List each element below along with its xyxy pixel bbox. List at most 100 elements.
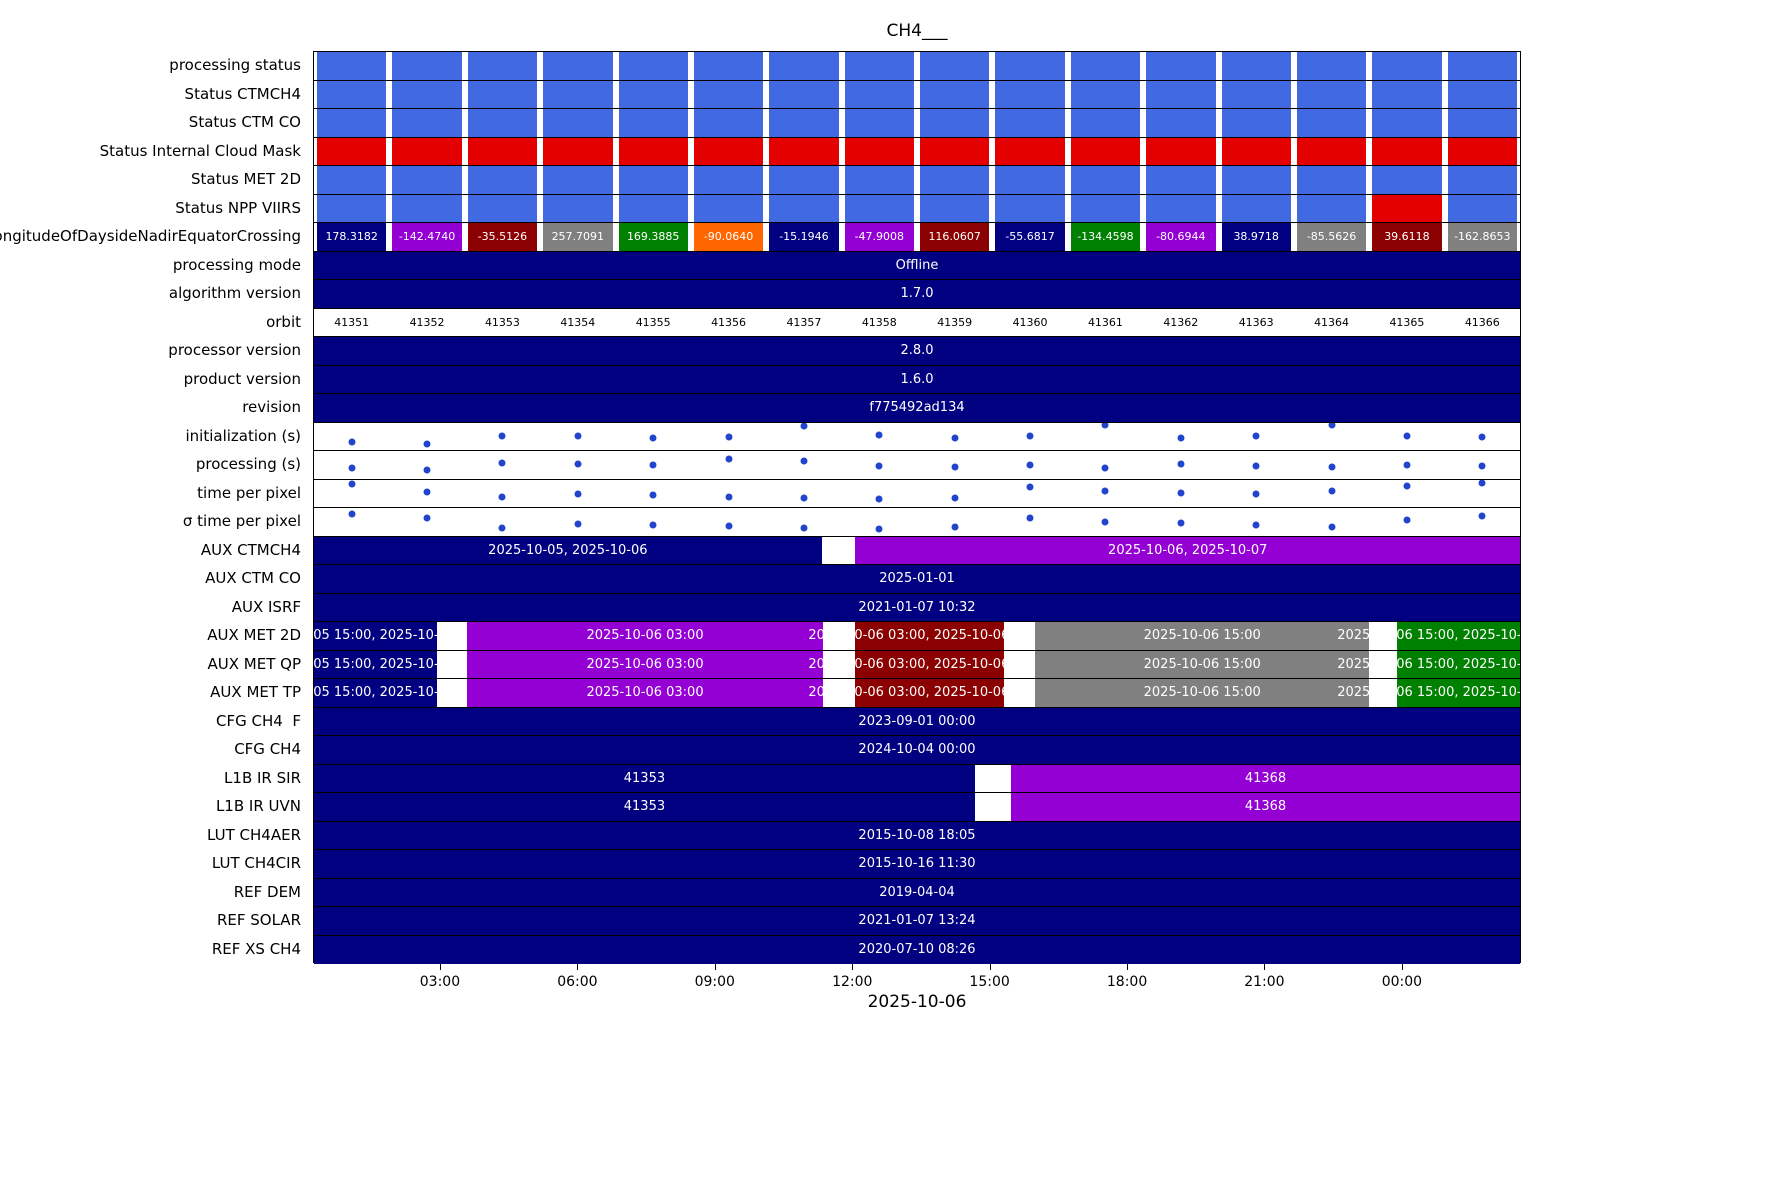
time-per-pixel-dot	[1101, 518, 1109, 526]
status-ctmch4-block	[1447, 80, 1517, 108]
row-label-aux-isrf: AUX ISRF	[231, 597, 301, 616]
status-npp-viirs-block	[1372, 194, 1442, 222]
time-per-pixel-dot	[1328, 523, 1336, 531]
longitudeofdaysidenadirequatorcrossing-value: 116.0607	[928, 230, 981, 244]
row-cfg-ch4-f: 2023-09-01 00:00	[314, 707, 1520, 736]
row-processing-status	[314, 52, 1520, 81]
time-per-pixel-dot	[1177, 519, 1185, 527]
status-ctm-co-block	[467, 109, 538, 137]
time-per-pixel-dot	[875, 495, 883, 503]
time-per-pixel-dot	[951, 494, 959, 502]
status-npp-viirs-block	[995, 194, 1065, 222]
status-internal-cloud-mask-block	[1447, 137, 1517, 165]
longitudeofdaysidenadirequatorcrossing-block: -90.0640	[693, 223, 764, 251]
aux-met-tp-segment-label: 2025-10-06 03:00	[586, 685, 704, 701]
x-tick-label: 21:00	[1244, 974, 1285, 990]
longitudeofdaysidenadirequatorcrossing-value: -80.6944	[1156, 230, 1206, 244]
orbit-number: 41357	[786, 315, 822, 329]
row-label-initialization-s: initialization (s)	[185, 426, 301, 445]
status-internal-cloud-mask-block	[1372, 137, 1442, 165]
orbit-number: 41365	[1389, 315, 1425, 329]
status-npp-viirs-block	[1146, 194, 1216, 222]
row-label-status-met-2d: Status MET 2D	[190, 170, 301, 189]
row-label-product-version: product version	[183, 369, 301, 388]
initialization-s-dot	[649, 434, 657, 442]
status-npp-viirs-block	[693, 194, 764, 222]
longitudeofdaysidenadirequatorcrossing-block: 116.0607	[920, 223, 990, 251]
processing-status-block	[543, 52, 613, 80]
longitudeofdaysidenadirequatorcrossing-value: -15.1946	[779, 230, 829, 244]
initialization-s-dot	[348, 438, 356, 446]
time-per-pixel-dot	[1403, 516, 1411, 524]
row-label-ref-dem: REF DEM	[233, 882, 301, 901]
x-tick	[1127, 964, 1129, 970]
processing-mode-bar: Offline	[314, 251, 1520, 279]
aux-met-tp-segment-label: 2025-10-06 15:00	[1143, 685, 1261, 701]
lut-ch4aer-bar: 2015-10-08 18:05	[314, 821, 1520, 849]
row-label-time-per-pixel: σ time per pixel	[182, 512, 301, 531]
processing-s-dot	[800, 457, 808, 465]
processing-s-dot	[348, 464, 356, 471]
row-label-l1b-ir-uvn: L1B IR UVN	[215, 797, 301, 816]
aux-ctmch4-segment-label: 2025-10-06, 2025-10-07	[1108, 542, 1268, 558]
status-internal-cloud-mask-block	[995, 137, 1065, 165]
processing-mode-value: Offline	[895, 257, 939, 273]
x-tick-label: 09:00	[694, 974, 735, 990]
processor-version-bar: 2.8.0	[314, 337, 1520, 365]
time-per-pixel-dot	[725, 522, 733, 530]
time-per-pixel-dot	[800, 494, 808, 502]
row-label-lut-ch4aer: LUT CH4AER	[207, 825, 301, 844]
orbit-number: 41352	[409, 315, 445, 329]
plot-area: 178.3182 -142.4740 -35.5126 257.7091 169.388…	[313, 51, 1521, 964]
cfg-ch4-f-value: 2023-09-01 00:00	[858, 713, 976, 729]
aux-met-tp-segment: 2025-10-06 03:00, 2025-10-06 15:00	[808, 679, 1051, 707]
status-internal-cloud-mask-block	[1296, 137, 1367, 165]
status-met-2d-block	[467, 166, 538, 194]
row-lut-ch4aer: 2015-10-08 18:05	[314, 821, 1520, 850]
row-longitudeofdaysidenadirequatorcrossing: 178.3182 -142.4740 -35.5126 257.7091 169.388…	[314, 223, 1520, 252]
processing-s-dot	[649, 461, 657, 469]
x-tick	[989, 964, 991, 970]
row-label-aux-ctm-co: AUX CTM CO	[205, 569, 301, 588]
row-time-per-pixel	[314, 508, 1520, 537]
longitudeofdaysidenadirequatorcrossing-block: -85.5626	[1296, 223, 1367, 251]
aux-met-tp-segment-label: 2025-10-06 03:00, 2025-10-06 15:00	[808, 685, 1051, 701]
orbit-number: 41354	[560, 315, 596, 329]
row-revision: f775492ad134	[314, 394, 1520, 423]
aux-met-2d-segment-label: 2025-10-06 03:00, 2025-10-06 15:00	[808, 628, 1051, 644]
status-met-2d-block	[392, 166, 462, 194]
row-aux-ctmch4: 2025-10-05, 2025-10-06 2025-10-06, 2025-1…	[314, 536, 1520, 565]
time-per-pixel-dot	[348, 480, 356, 488]
time-per-pixel-dot	[1026, 483, 1034, 491]
initialization-s-dot	[423, 440, 431, 448]
row-label-status-internal-cloud-mask: Status Internal Cloud Mask	[99, 141, 301, 160]
row-processing-s	[314, 451, 1520, 480]
longitudeofdaysidenadirequatorcrossing-block: -80.6944	[1146, 223, 1216, 251]
status-met-2d-block	[1221, 166, 1291, 194]
orbit-number: 41366	[1464, 315, 1500, 329]
aux-met-tp-segment-label: 2025-10-05 15:00, 2025-10-06 03:00	[314, 685, 497, 701]
aux-met-2d-segment-label: 2025-10-06 15:00, 2025-10-07 03:00	[1337, 628, 1520, 644]
longitudeofdaysidenadirequatorcrossing-block: 178.3182	[317, 223, 387, 251]
aux-met-tp-segment: 2025-10-06 15:00, 2025-10-07 03:00	[1337, 679, 1520, 707]
status-ctm-co-block	[1146, 109, 1216, 137]
processing-status-block	[317, 52, 387, 80]
status-internal-cloud-mask-block	[317, 137, 387, 165]
time-per-pixel-dot	[348, 510, 356, 517]
row-initialization-s	[314, 422, 1520, 451]
longitudeofdaysidenadirequatorcrossing-block: -47.9008	[844, 223, 914, 251]
row-label-longitudeofdaysidenadirequatorcrossing: longitudeOfDaysideNadirEquatorCrossing	[0, 227, 301, 246]
processing-s-dot	[951, 463, 959, 471]
processing-s-dot	[423, 466, 431, 474]
algorithm-version-value: 1.7.0	[900, 286, 934, 302]
longitudeofdaysidenadirequatorcrossing-value: -134.4598	[1077, 230, 1134, 244]
processing-s-dot	[1403, 461, 1411, 469]
status-npp-viirs-block	[467, 194, 538, 222]
status-npp-viirs-block	[1221, 194, 1291, 222]
processing-status-block	[769, 52, 839, 80]
status-internal-cloud-mask-block	[392, 137, 462, 165]
x-tick-label: 12:00	[832, 974, 873, 990]
initialization-s-dot	[1252, 432, 1260, 440]
status-ctmch4-block	[618, 80, 688, 108]
longitudeofdaysidenadirequatorcrossing-block: 38.9718	[1221, 223, 1291, 251]
